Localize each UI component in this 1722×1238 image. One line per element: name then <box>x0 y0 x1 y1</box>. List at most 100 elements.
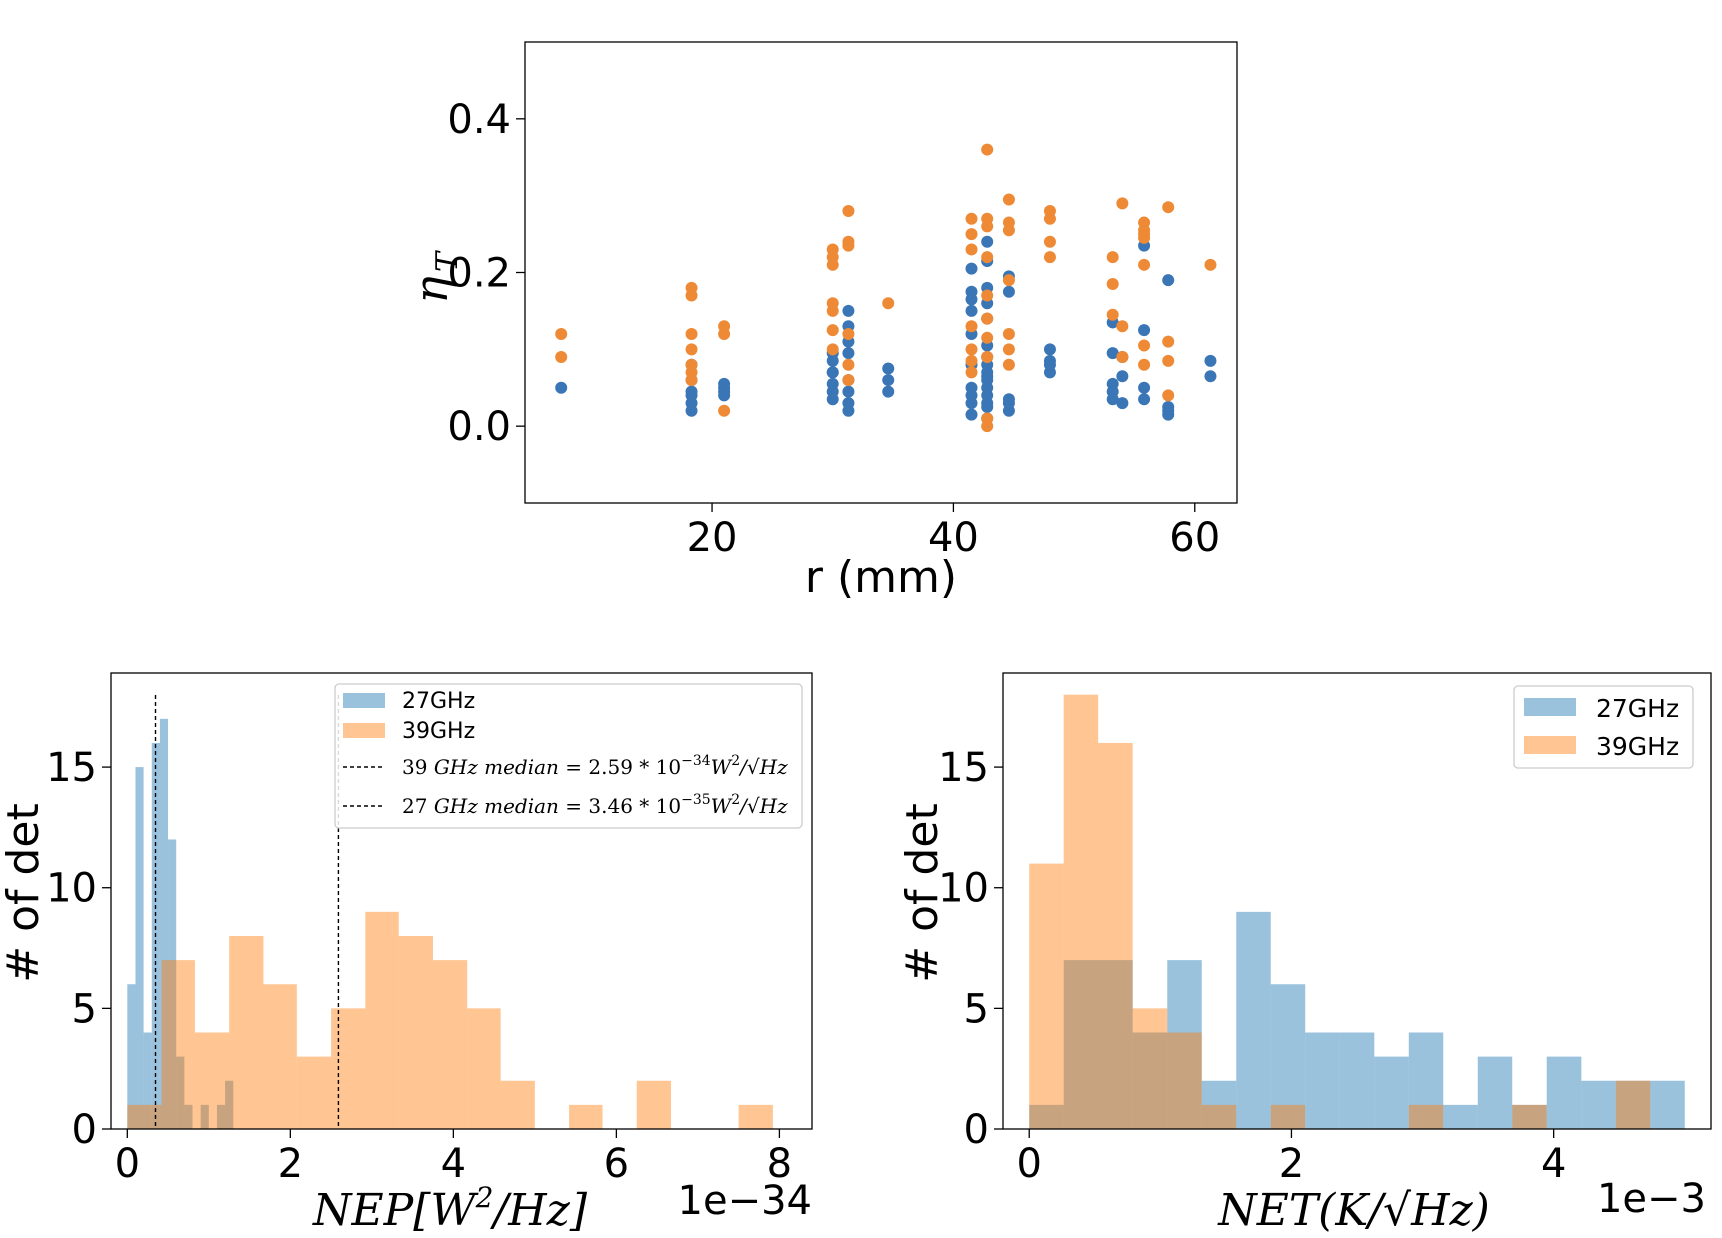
nep-bar-39GHz <box>263 984 297 1129</box>
nep-bar-39GHz <box>636 1080 671 1129</box>
net-bar-27GHz <box>1305 1032 1340 1129</box>
net-offset-text: 1e−3 <box>1597 1176 1706 1222</box>
scatter-point-39GHz <box>826 304 839 317</box>
scatter-point-27GHz <box>826 377 839 390</box>
scatter-point-27GHz <box>1138 324 1151 337</box>
net-xtick-label: 4 <box>1541 1141 1566 1187</box>
scatter-point-39GHz <box>1002 327 1015 340</box>
scatter-point-39GHz <box>1002 224 1015 237</box>
nep-x-label: NEP[W2/Hz] <box>312 1181 588 1236</box>
net-bar-39GHz <box>1098 742 1133 1129</box>
scatter-point-39GHz <box>1043 212 1056 225</box>
nep-x-label-tail: /Hz] <box>489 1185 587 1236</box>
nep-bar-39GHz <box>738 1104 773 1129</box>
nep-bar-27GHz <box>135 767 144 1129</box>
scatter-y-label-eta: η <box>404 276 458 304</box>
scatter-point-39GHz <box>826 343 839 356</box>
scatter-point-39GHz <box>826 258 839 271</box>
net-bar-27GHz <box>1477 1056 1513 1129</box>
net-bar-27GHz <box>1029 1104 1064 1129</box>
scatter-x-ticks: 20 40 60 <box>687 503 1220 561</box>
net-legend-label-39: 39GHz <box>1596 732 1679 761</box>
scatter-point-27GHz <box>965 262 978 275</box>
scatter-point-39GHz <box>965 320 978 333</box>
nep-legend-swatch-39 <box>343 723 385 738</box>
scatter-point-39GHz <box>965 354 978 367</box>
nep-bar-27GHz <box>127 984 136 1129</box>
scatter-point-27GHz <box>1162 274 1175 287</box>
net-legend-label-27: 27GHz <box>1596 694 1679 723</box>
net-bar-27GHz <box>1098 960 1133 1129</box>
scatter-point-39GHz <box>965 343 978 356</box>
scatter-y-ticks: 0.0 0.2 0.4 <box>447 97 525 450</box>
net-ytick-label: 15 <box>938 745 989 791</box>
nep-legend-box <box>334 683 803 829</box>
scatter-point-39GHz <box>842 239 855 252</box>
scatter-point-27GHz <box>685 385 698 398</box>
nep-x-label-main: NEP[W <box>312 1185 479 1236</box>
scatter-point-39GHz <box>842 327 855 340</box>
nep-bar-27GHz <box>225 1080 234 1129</box>
scatter-point-39GHz <box>718 404 731 417</box>
scatter-point-27GHz <box>965 408 978 421</box>
scatter-point-39GHz <box>981 143 994 156</box>
scatter-point-27GHz <box>1204 370 1217 383</box>
scatter-point-39GHz <box>1162 201 1175 214</box>
scatter-point-27GHz <box>1138 381 1151 394</box>
scatter-point-39GHz <box>1204 258 1217 271</box>
scatter-point-39GHz <box>1043 235 1056 248</box>
nep-ytick-label: 15 <box>46 745 97 791</box>
scatter-axes-frame <box>524 41 1238 504</box>
nep-legend: 27GHz 39GHz 39 GHz median = 2.59 * 10−34… <box>334 683 803 829</box>
scatter-point-27GHz <box>1116 370 1129 383</box>
scatter-point-39GHz <box>965 243 978 256</box>
nep-ytick-label: 10 <box>46 866 97 912</box>
net-bar-39GHz <box>1270 1104 1306 1129</box>
scatter-point-27GHz <box>882 385 895 398</box>
scatter-point-39GHz <box>1106 278 1119 291</box>
nep-legend-median-27: 27 GHz median = 3.46 * 10−35W2/√Hz <box>402 792 788 818</box>
net-bar-27GHz <box>1443 1104 1478 1129</box>
scatter-point-39GHz <box>555 327 568 340</box>
scatter-point-27GHz <box>555 381 568 394</box>
scatter-point-27GHz <box>1106 347 1119 360</box>
scatter-point-39GHz <box>1138 258 1151 271</box>
scatter-point-27GHz <box>1002 285 1015 298</box>
net-bar-39GHz <box>1408 1104 1444 1129</box>
net-bar-27GHz <box>1167 960 1202 1129</box>
nep-bar-39GHz <box>432 960 468 1129</box>
scatter-point-39GHz <box>842 358 855 371</box>
nep-y-label: # of det <box>0 803 49 983</box>
scatter-xtick-label: 40 <box>928 515 979 561</box>
nep-bar-39GHz <box>229 935 264 1129</box>
net-bars <box>1029 694 1685 1129</box>
scatter-point-27GHz <box>981 235 994 248</box>
scatter-panel: 0.0 0.2 0.4 20 40 60 r (mm) η T <box>404 41 1238 603</box>
net-bar-39GHz <box>1029 863 1064 1129</box>
net-x-label: NET(K/√Hz) <box>1217 1185 1490 1236</box>
scatter-point-39GHz <box>1162 389 1175 402</box>
scatter-point-39GHz <box>981 251 994 264</box>
scatter-ytick-label: 0.0 <box>447 404 511 450</box>
nep-legend-swatch-27 <box>343 693 385 708</box>
scatter-point-39GHz <box>1138 358 1151 371</box>
scatter-point-27GHz <box>1043 354 1056 367</box>
net-bar-27GHz <box>1270 984 1306 1129</box>
net-y-ticks: 0 5 10 15 <box>938 745 1003 1153</box>
scatter-xtick-label: 60 <box>1169 515 1220 561</box>
scatter-point-27GHz <box>882 362 895 375</box>
scatter-xtick-label: 20 <box>687 515 738 561</box>
net-bar-27GHz <box>1546 1056 1582 1129</box>
scatter-point-27GHz <box>965 285 978 298</box>
scatter-point-39GHz <box>1002 193 1015 206</box>
scatter-point-27GHz <box>1002 393 1015 406</box>
scatter-point-39GHz <box>718 327 731 340</box>
scatter-point-39GHz <box>685 374 698 387</box>
scatter-point-39GHz <box>981 220 994 233</box>
nep-x-label-sup: 2 <box>475 1181 494 1214</box>
nep-bar-39GHz <box>398 935 433 1129</box>
scatter-point-27GHz <box>1138 393 1151 406</box>
scatter-point-27GHz <box>826 366 839 379</box>
